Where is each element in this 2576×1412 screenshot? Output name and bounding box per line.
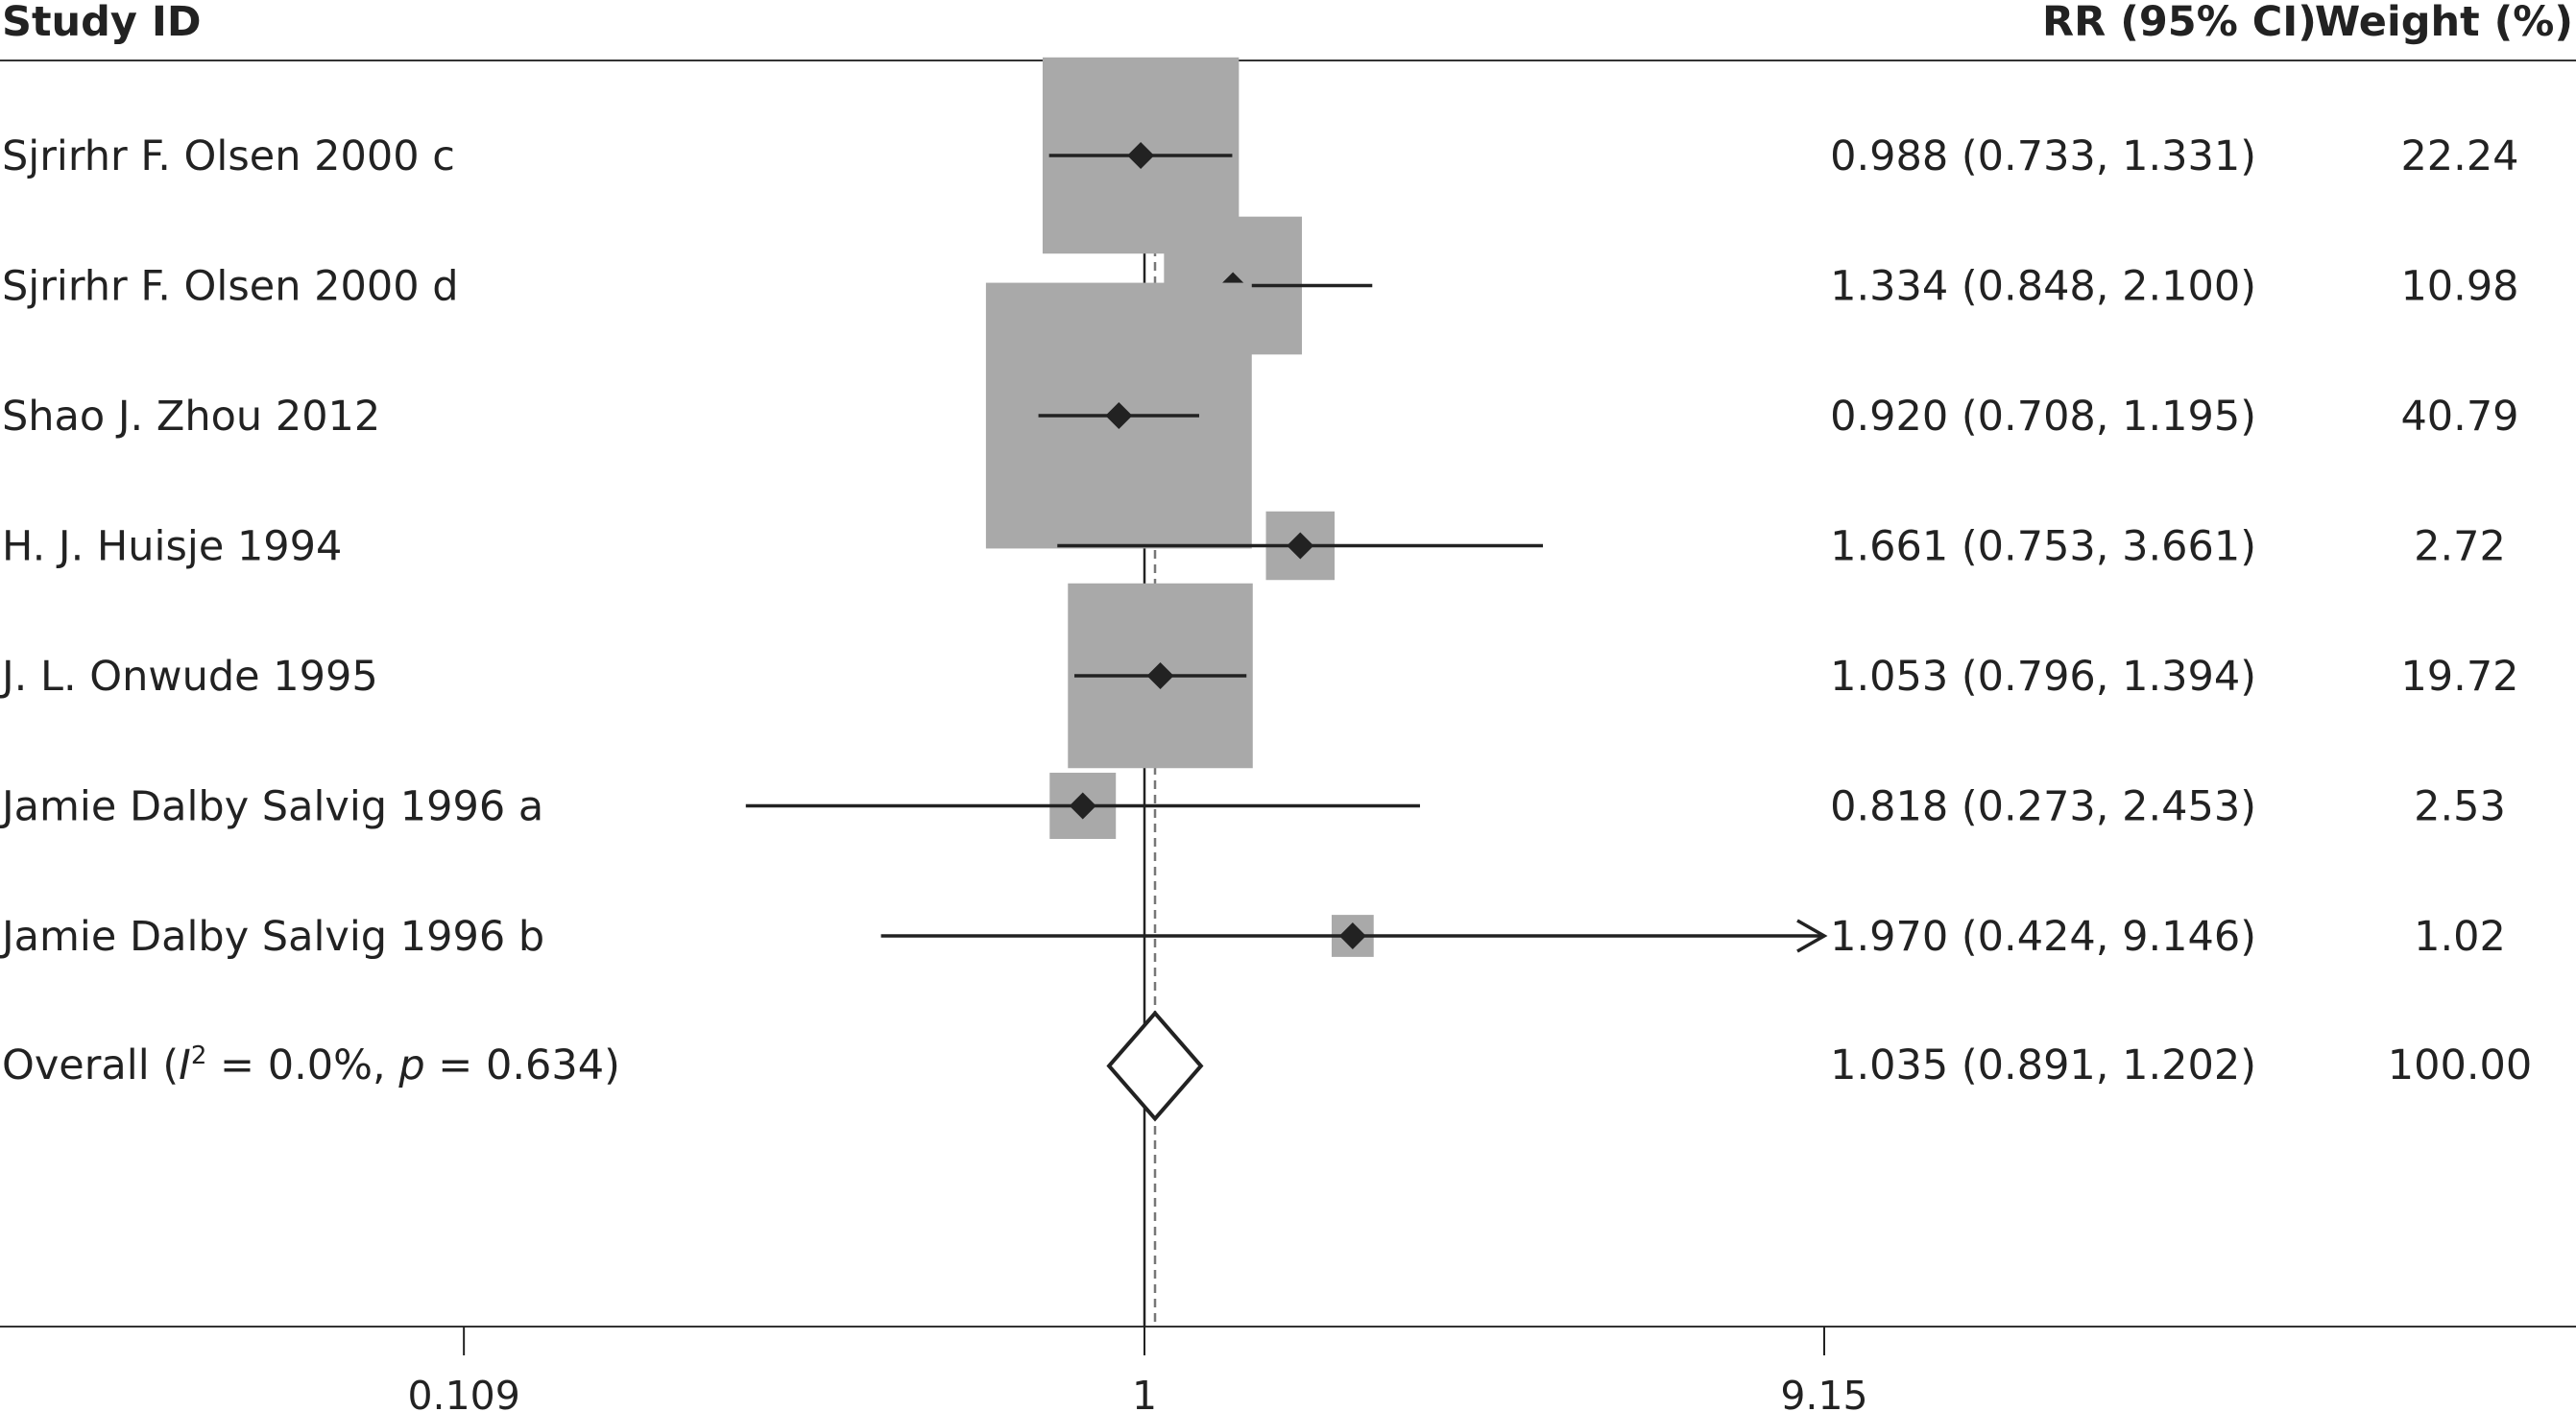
study-ci-text-0: 0.988 (0.733, 1.331) (1830, 132, 2256, 180)
header-rr-ci: RR (95% CI) (2042, 0, 2317, 46)
study-label-5: Jamie Dalby Salvig 1996 a (0, 783, 543, 831)
study-ci-arrow-6 (1796, 919, 1828, 953)
study-point-marker-3 (1287, 532, 1314, 560)
overall-label-prefix: Overall ( (2, 1041, 179, 1089)
study-weight-text-4: 19.72 (2400, 653, 2518, 701)
study-point-marker-6 (1338, 922, 1366, 949)
study-ci-text-6: 1.970 (0.424, 9.146) (1830, 913, 2256, 961)
x-tick-label-1: 1 (1132, 1373, 1157, 1412)
overall-ci-text: 1.035 (0.891, 1.202) (1830, 1041, 2256, 1089)
overall-diamond (1106, 1010, 1204, 1122)
study-point-marker-4 (1146, 662, 1174, 689)
study-label-4: J. L. Onwude 1995 (0, 653, 378, 701)
study-weight-text-5: 2.53 (2414, 783, 2506, 831)
i2-symbol: I (179, 1041, 191, 1089)
study-weight-text-1: 10.98 (2400, 263, 2518, 311)
p-symbol: p (397, 1041, 424, 1089)
study-ci-text-5: 0.818 (0.273, 2.453) (1830, 783, 2256, 831)
study-label-6: Jamie Dalby Salvig 1996 b (0, 913, 544, 961)
x-tick-label-0: 0.109 (407, 1373, 519, 1412)
i2-value: = 0.0%, (206, 1041, 398, 1089)
study-weight-text-3: 2.72 (2414, 523, 2506, 571)
study-weight-text-2: 40.79 (2400, 393, 2518, 441)
study-ci-text-1: 1.334 (0.848, 2.100) (1830, 263, 2256, 311)
study-label-1: Sjrirhr F. Olsen 2000 d (2, 263, 459, 311)
i2-superscript: 2 (191, 1041, 207, 1070)
header-study-id: Study ID (2, 0, 202, 46)
study-point-marker-0 (1127, 142, 1155, 169)
p-value: = 0.634) (425, 1041, 620, 1089)
study-ci-text-3: 1.661 (0.753, 3.661) (1830, 523, 2256, 571)
study-ci-text-4: 1.053 (0.796, 1.394) (1830, 653, 2256, 701)
study-weight-text-6: 1.02 (2414, 913, 2506, 961)
study-label-2: Shao J. Zhou 2012 (2, 393, 380, 441)
overall-weight-text: 100.00 (2388, 1041, 2532, 1089)
study-point-marker-2 (1105, 402, 1133, 429)
study-point-marker-5 (1069, 792, 1096, 820)
study-ci-text-2: 0.920 (0.708, 1.195) (1830, 393, 2256, 441)
x-tick-label-2: 9.15 (1780, 1373, 1867, 1412)
study-label-0: Sjrirhr F. Olsen 2000 c (2, 132, 455, 180)
header-weight: Weight (%) (2315, 0, 2573, 46)
overall-label: Overall (I2 = 0.0%, p = 0.634) (2, 1041, 620, 1089)
study-label-3: H. J. Huisje 1994 (2, 523, 342, 571)
study-weight-text-0: 22.24 (2400, 132, 2518, 180)
